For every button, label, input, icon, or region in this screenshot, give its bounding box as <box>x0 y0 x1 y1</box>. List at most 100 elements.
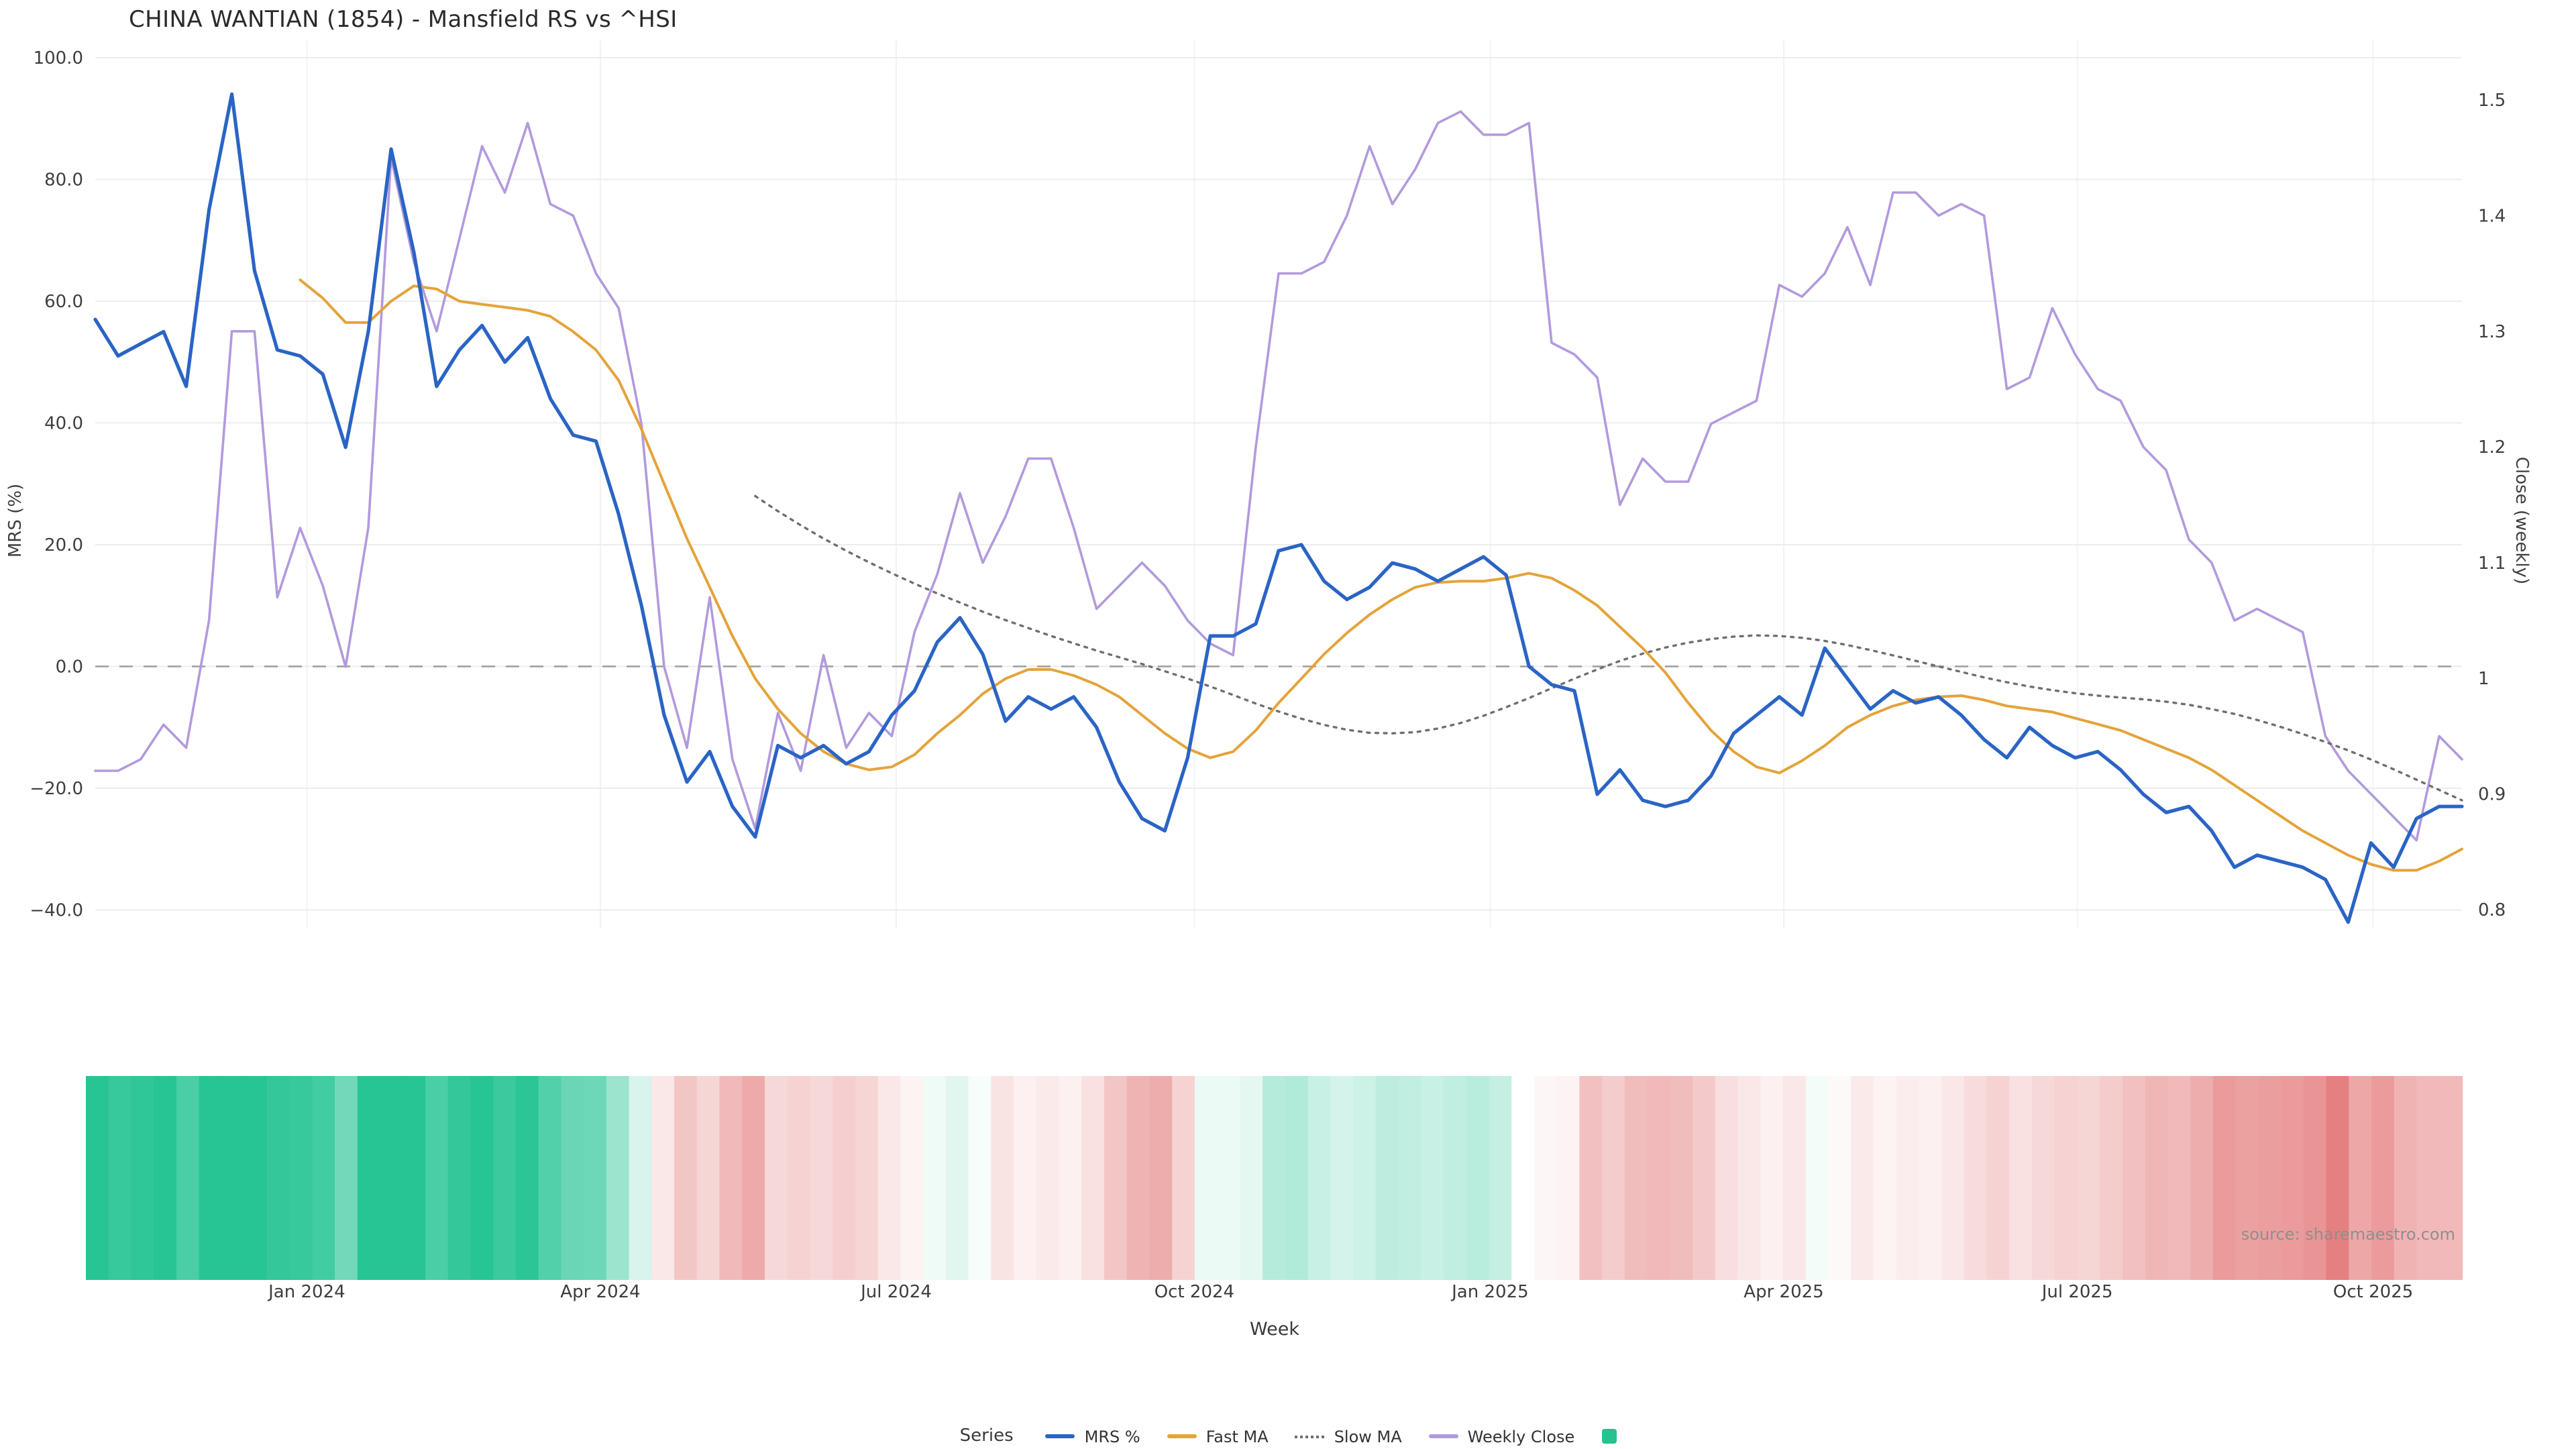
heatmap-cell <box>2077 1076 2101 1280</box>
legend-label: Slow MA <box>1334 1427 1402 1446</box>
heatmap-cell <box>2123 1076 2146 1280</box>
heatmap-cell <box>402 1076 427 1280</box>
legend-label: Fast MA <box>1205 1427 1269 1446</box>
heatmap-cell <box>877 1076 902 1280</box>
heatmap-cell <box>696 1076 720 1280</box>
x-tick-label: Jan 2024 <box>267 1282 345 1302</box>
heatmap-cell <box>1693 1076 1716 1280</box>
heatmap-cell <box>2258 1076 2282 1280</box>
heatmap-cell <box>2190 1076 2214 1280</box>
heatmap-cell <box>1059 1076 1083 1280</box>
heatmap-cell <box>1647 1076 1671 1280</box>
heatmap-cell <box>1126 1076 1150 1280</box>
heatmap-cell <box>1896 1076 1920 1280</box>
y-axis-right-tick-labels: 1.5 1.4 1.3 1.2 1.1 1 0.9 0.8 <box>2478 91 2506 920</box>
heatmap-cell <box>1240 1076 1264 1280</box>
x-tick-label: Jul 2025 <box>2041 1282 2113 1302</box>
heatmap-cell <box>1579 1076 1603 1280</box>
y-right-tick-label: 0.8 <box>2478 900 2506 920</box>
heatmap-cell <box>1828 1076 1852 1280</box>
heatmap-cell <box>900 1076 924 1280</box>
legend-swatch-icon <box>1428 1434 1458 1438</box>
heatmap-cell <box>2439 1076 2463 1280</box>
x-tick-label: Jan 2025 <box>1450 1282 1529 1302</box>
vertical-gridlines <box>306 40 2374 928</box>
heatmap-cell <box>1466 1076 1490 1280</box>
heatmap-cell <box>86 1076 109 1280</box>
heatmap-cell <box>199 1076 223 1280</box>
heatmap-cell <box>1149 1076 1173 1280</box>
y-right-tick-label: 1.2 <box>2478 437 2506 458</box>
heatmap-cell <box>855 1076 879 1280</box>
y-left-tick-label: 80.0 <box>44 170 83 190</box>
heatmap-cell <box>2371 1076 2395 1280</box>
y-left-tick-label: −20.0 <box>30 779 83 799</box>
heatmap-cell <box>968 1076 992 1280</box>
heatmap-cell <box>719 1076 743 1280</box>
x-tick-label: Apr 2025 <box>1743 1282 1823 1302</box>
y-left-tick-label: −40.0 <box>30 900 83 920</box>
heatmap-cell <box>1919 1076 1943 1280</box>
legend-item-slow-ma: Slow MA <box>1295 1427 1402 1446</box>
heatmap-cell <box>833 1076 857 1280</box>
heatmap-cell <box>1036 1076 1060 1280</box>
heatmap-cell <box>312 1076 336 1280</box>
heatmap-cell <box>1307 1076 1332 1280</box>
y-right-tick-label: 1.5 <box>2478 91 2506 111</box>
heatmap-cell <box>1670 1076 1694 1280</box>
heatmap-cell <box>335 1076 358 1280</box>
heatmap-cell <box>2394 1076 2418 1280</box>
heatmap-cell <box>1172 1076 1196 1280</box>
y-right-tick-label: 1.3 <box>2478 322 2506 342</box>
y-right-tick-label: 1.4 <box>2478 206 2506 226</box>
heatmap-cell <box>651 1076 676 1280</box>
heatmap-cell <box>674 1076 698 1280</box>
heatmap-cell <box>1444 1076 1467 1280</box>
heatmap-cell <box>1217 1076 1241 1280</box>
heatmap-cell <box>787 1076 811 1280</box>
y-axis-left-tick-labels: 100.0 80.0 60.0 40.0 20.0 0.0 −20.0 −40.0 <box>30 48 83 920</box>
heatmap-cell <box>742 1076 766 1280</box>
heatmap-strip <box>86 1076 2463 1280</box>
heatmap-cell <box>2100 1076 2124 1280</box>
x-tick-label: Apr 2024 <box>560 1282 640 1302</box>
heatmap-cell <box>1851 1076 1875 1280</box>
heatmap-cell <box>1783 1076 1807 1280</box>
heatmap-cell <box>2235 1076 2259 1280</box>
legend-item-mrs-: MRS % <box>1045 1427 1140 1446</box>
heatmap-cell <box>221 1076 246 1280</box>
y-right-tick-label: 0.9 <box>2478 785 2506 805</box>
legend-items: MRS % Fast MA Slow MA Weekly Close <box>1045 1427 1617 1446</box>
legend-swatch-icon <box>1045 1434 1075 1439</box>
heatmap-cell <box>629 1076 653 1280</box>
heatmap-cell <box>606 1076 630 1280</box>
y-left-tick-label: 40.0 <box>44 413 83 433</box>
heatmap-cell <box>765 1076 788 1280</box>
heatmap-cell <box>131 1076 155 1280</box>
heatmap-cell <box>2326 1076 2350 1280</box>
heatmap-cell <box>380 1076 404 1280</box>
heatmap-cell <box>154 1076 178 1280</box>
horizontal-gridlines <box>95 57 2462 911</box>
heatmap-cell <box>357 1076 381 1280</box>
x-tick-label: Oct 2025 <box>2333 1282 2413 1302</box>
heatmap-cell <box>1104 1076 1128 1280</box>
heatmap-cell <box>1760 1076 1784 1280</box>
heatmap-cell <box>991 1076 1015 1280</box>
y-left-tick-label: 0.0 <box>56 657 83 677</box>
heatmap-cell <box>1624 1076 1648 1280</box>
x-tick-label: Oct 2024 <box>1155 1282 1234 1302</box>
heatmap-cell <box>1873 1076 1897 1280</box>
legend: Series MRS % Fast MA Slow MA Weekly Close <box>0 1426 2576 1446</box>
heatmap-cell <box>108 1076 132 1280</box>
heatmap-cell <box>1081 1076 1106 1280</box>
y-right-tick-label: 1.1 <box>2478 553 2506 574</box>
heatmap-cell <box>289 1076 313 1280</box>
legend-swatch-icon <box>1167 1434 1197 1438</box>
heatmap-cell <box>1285 1076 1309 1280</box>
heatmap-cell <box>2167 1076 2192 1280</box>
x-axis-tick-labels: Jan 2024 Apr 2024 Jul 2024 Oct 2024 Jan 2025… <box>267 1282 2413 1302</box>
source-watermark: source: sharemaestro.com <box>2241 1225 2455 1244</box>
